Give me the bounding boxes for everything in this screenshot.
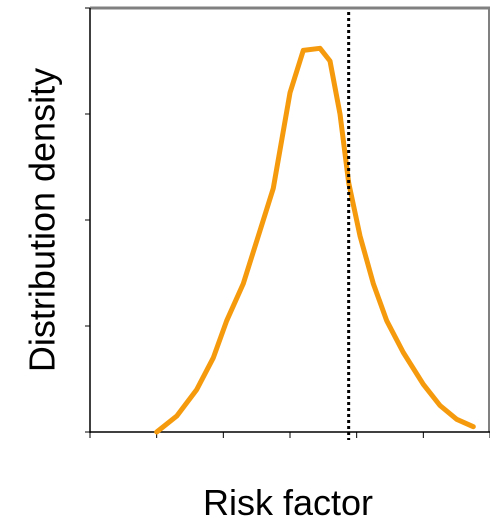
x-axis-label: Risk factor — [203, 482, 373, 523]
y-axis-ticks — [85, 7, 90, 433]
x-axis-ticks — [89, 432, 490, 438]
density-curve — [154, 45, 476, 435]
y-axis-label: Distribution density — [22, 68, 63, 372]
